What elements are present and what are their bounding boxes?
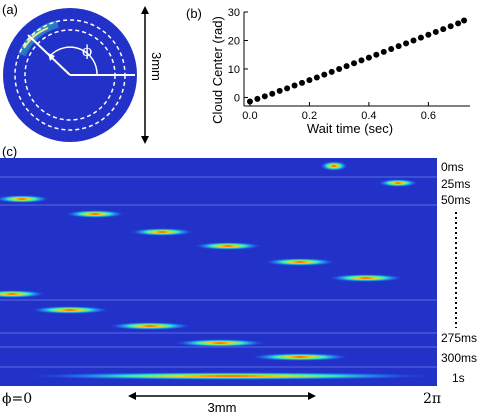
phi-end-label: 2π (423, 391, 441, 407)
data-point (403, 40, 410, 47)
scale-arrow-a-bottom (141, 136, 149, 144)
time-label-275ms: 275ms (441, 331, 477, 345)
atom-cloud (320, 161, 348, 171)
panel-c: (c) 0ms 25ms 50ms 275ms 300ms 1s ϕ=0 2π … (0, 144, 477, 415)
time-label-25ms: 25ms (441, 177, 470, 191)
panel-c-label: (c) (2, 144, 17, 159)
data-point (276, 87, 283, 94)
scale-arrow-a-top (141, 6, 149, 14)
scale-label-a: 3mm (149, 52, 164, 81)
atom-cloud (0, 195, 50, 203)
data-point (380, 48, 387, 55)
panel-b-label: (b) (186, 6, 202, 21)
x-tick-label: 0.4 (361, 110, 376, 122)
atom-cloud (174, 339, 266, 347)
atom-cloud (30, 306, 110, 314)
atom-cloud (65, 210, 125, 218)
y-axis-label: Cloud Center (rad) (210, 16, 225, 124)
atom-cloud (108, 322, 192, 330)
data-point (358, 57, 365, 64)
data-point (321, 71, 328, 78)
data-point (395, 43, 402, 50)
x-tick-label: 0.6 (421, 110, 436, 122)
data-point (432, 28, 439, 35)
data-point (313, 74, 320, 81)
panel-a-label: (a) (2, 2, 18, 17)
y-tick-label: 30 (228, 7, 240, 19)
data-point (343, 63, 350, 70)
data-point (365, 54, 372, 61)
data-point (425, 31, 432, 38)
panel-a: (a) ϕ 3mm (2, 2, 164, 144)
scatter-plot: 0.0 0.2 0.4 0.6 0 10 20 30 (228, 7, 470, 122)
atom-cloud (328, 274, 404, 282)
data-point (284, 85, 291, 92)
data-point (298, 79, 305, 86)
time-label-0ms: 0ms (441, 160, 464, 174)
y-tick-label: 0 (234, 92, 240, 104)
data-point (254, 95, 261, 102)
data-point (388, 46, 395, 53)
data-point (447, 23, 454, 30)
x-axis-label: Wait time (sec) (307, 121, 393, 136)
x-tick-label: 0.0 (242, 110, 257, 122)
x-tick-label: 0.2 (302, 110, 317, 122)
data-point (417, 34, 424, 41)
data-point (306, 77, 313, 84)
data-point (455, 20, 462, 27)
time-series-image (0, 158, 437, 386)
data-point (261, 93, 268, 100)
atom-cloud (194, 242, 262, 250)
angle-arc (49, 46, 98, 76)
atom-cloud (378, 179, 418, 187)
scale-arrow-c-left (128, 392, 136, 400)
phi-start-label: ϕ=0 (2, 391, 32, 407)
time-label-1s: 1s (452, 371, 465, 385)
y-tick-label: 20 (228, 35, 240, 47)
atom-cloud-core (23, 27, 49, 49)
scale-label-c: 3mm (208, 400, 237, 415)
y-tick-label: 10 (228, 64, 240, 76)
atom-cloud (264, 258, 336, 266)
data-point (246, 98, 253, 105)
data-point (269, 90, 276, 97)
data-point (351, 60, 358, 67)
data-point (373, 51, 380, 58)
time-label-50ms: 50ms (441, 193, 470, 207)
data-point (410, 37, 417, 44)
atom-cloud (130, 228, 194, 236)
panel-b: (b) Cloud Center (rad) Wait time (sec) 0… (186, 6, 470, 136)
atom-cloud (20, 372, 440, 380)
angle-arrowhead (48, 53, 55, 61)
data-point (440, 26, 447, 33)
cloud-strips (0, 161, 440, 380)
data-point (291, 82, 298, 89)
scale-arrow-c-right (308, 392, 316, 400)
data-point (336, 65, 343, 72)
data-point (461, 17, 468, 24)
atom-cloud (250, 353, 350, 361)
atom-cloud (0, 290, 46, 298)
phi-symbol: ϕ (82, 42, 92, 60)
data-point (328, 68, 335, 75)
time-label-300ms: 300ms (441, 351, 477, 365)
